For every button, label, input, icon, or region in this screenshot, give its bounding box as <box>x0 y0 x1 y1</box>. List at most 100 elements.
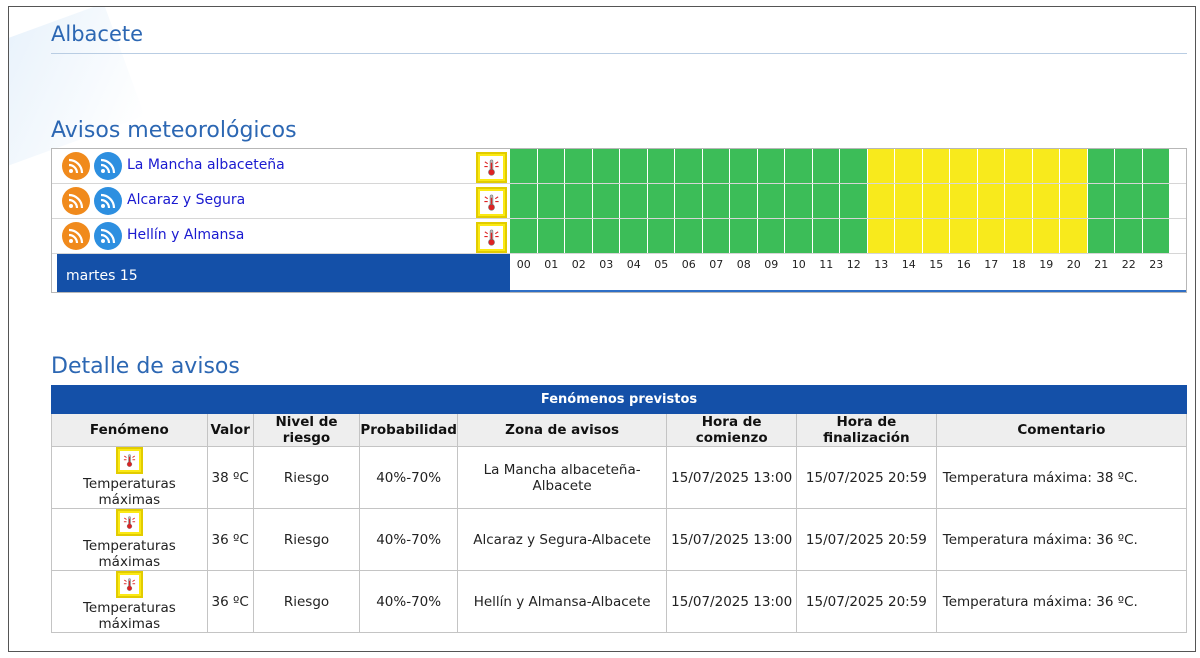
rss-orange-icon[interactable] <box>62 187 90 215</box>
hour-label: 04 <box>626 258 641 271</box>
hour-cell <box>950 149 978 183</box>
hour-cell <box>812 219 840 253</box>
rss-orange-icon[interactable] <box>62 152 90 180</box>
risk-cell: Riesgo <box>252 508 361 571</box>
hour-cell <box>895 219 923 253</box>
hour-cell <box>565 184 593 218</box>
table-caption: Fenómenos previstos <box>51 385 1187 414</box>
hour-cell <box>1060 219 1088 253</box>
start-time-cell: 15/07/2025 13:00 <box>666 508 798 571</box>
hour-label: 17 <box>984 258 999 271</box>
end-time-cell: 15/07/2025 20:59 <box>796 446 937 509</box>
thermometer-icon <box>115 447 143 474</box>
hour-label: 06 <box>681 258 696 271</box>
timeline-row: La Mancha albaceteña <box>52 149 1186 184</box>
hour-cell <box>565 149 593 183</box>
hour-cell <box>1142 219 1170 253</box>
comment-cell: Temperatura máxima: 36 ºC. <box>935 508 1188 571</box>
hour-cell <box>922 219 950 253</box>
column-header: Comentario <box>935 413 1188 447</box>
hour-cell <box>702 149 730 183</box>
timeline-row: Alcaraz y Segura <box>52 184 1186 219</box>
hour-label: 00 <box>516 258 531 271</box>
thermometer-icon <box>115 509 143 536</box>
column-header: Hora de comienzo <box>666 413 798 447</box>
hour-cell <box>702 184 730 218</box>
hour-cell <box>1115 184 1143 218</box>
section-title-avisos: Avisos meteorológicos <box>51 118 297 143</box>
rss-blue-icon[interactable] <box>94 187 122 215</box>
hour-cell <box>702 219 730 253</box>
hour-cell <box>840 149 868 183</box>
hour-cell <box>620 149 648 183</box>
zone-link[interactable]: La Mancha albaceteña <box>127 157 285 173</box>
section-title-detalle: Detalle de avisos <box>51 354 240 379</box>
hour-label: 03 <box>599 258 614 271</box>
hour-cell <box>895 149 923 183</box>
table-row: Temperaturas máximas 36 ºC Riesgo 40%-70% Al… <box>51 508 1188 571</box>
probability-cell: 40%-70% <box>359 446 458 509</box>
hour-cell <box>647 219 675 253</box>
warnings-timeline: La Mancha albaceteña Alcaraz y Segura Hell… <box>51 148 1187 293</box>
hour-label: 21 <box>1094 258 1109 271</box>
hour-cell <box>757 149 785 183</box>
hour-label: 05 <box>654 258 669 271</box>
phenomenon-cell: Temperaturas máximas <box>51 446 208 509</box>
hour-cell <box>510 219 538 253</box>
column-header: Valor <box>206 413 254 447</box>
rss-orange-icon[interactable] <box>62 222 90 250</box>
hour-cell <box>565 219 593 253</box>
hour-cell <box>757 219 785 253</box>
table-row: Temperaturas máximas 38 ºC Riesgo 40%-70% La… <box>51 446 1188 509</box>
hour-cell <box>730 149 758 183</box>
hour-cell <box>1115 219 1143 253</box>
timeline-bottom-rule <box>510 290 1186 292</box>
table-row: Temperaturas máximas 36 ºC Riesgo 40%-70% He… <box>51 570 1188 633</box>
hour-label: 15 <box>929 258 944 271</box>
day-label: martes 15 <box>57 254 510 292</box>
phenomenon-cell: Temperaturas máximas <box>51 508 208 571</box>
thermometer-icon <box>115 571 143 598</box>
hour-cell <box>977 184 1005 218</box>
warnings-detail-table: Fenómenos previstos Fenómeno Valor Nivel d… <box>51 385 1188 633</box>
hour-label: 09 <box>764 258 779 271</box>
timeline-row: Hellín y Almansa <box>52 219 1186 254</box>
hour-cell <box>730 219 758 253</box>
feed-icons <box>62 152 122 180</box>
hour-cell <box>675 149 703 183</box>
hour-label: 19 <box>1039 258 1054 271</box>
hour-cell <box>620 184 648 218</box>
thermometer-icon <box>476 187 507 218</box>
hour-cell <box>812 149 840 183</box>
hour-cell <box>537 184 565 218</box>
hour-cell <box>922 149 950 183</box>
hour-cell <box>840 184 868 218</box>
hour-cell <box>592 184 620 218</box>
comment-cell: Temperatura máxima: 36 ºC. <box>935 570 1188 633</box>
hour-cell <box>1005 149 1033 183</box>
hour-cell <box>592 149 620 183</box>
hour-cells <box>510 219 1170 253</box>
zone-link[interactable]: Alcaraz y Segura <box>127 192 246 208</box>
hour-cell <box>537 149 565 183</box>
hour-cell <box>1115 149 1143 183</box>
rss-blue-icon[interactable] <box>94 222 122 250</box>
hour-label: 10 <box>791 258 806 271</box>
city-title: Albacete <box>51 22 144 46</box>
rss-blue-icon[interactable] <box>94 152 122 180</box>
risk-cell: Riesgo <box>252 446 361 509</box>
hour-cell <box>1005 219 1033 253</box>
table-body: Temperaturas máximas 38 ºC Riesgo 40%-70% La… <box>51 446 1188 633</box>
phenomenon-name: Temperaturas máximas <box>82 600 176 632</box>
hour-cell <box>1087 219 1115 253</box>
end-time-cell: 15/07/2025 20:59 <box>796 570 937 633</box>
hour-cell <box>757 184 785 218</box>
hour-label: 22 <box>1121 258 1136 271</box>
hour-labels: 00 01 02 03 04 05 06 07 08 09 10 11 12 13 14 15 16 17 18 19… <box>510 258 1170 271</box>
zone-link[interactable]: Hellín y Almansa <box>127 227 245 243</box>
hour-cell <box>1087 184 1115 218</box>
page-frame: Albacete Avisos meteorológicos La Mancha… <box>8 6 1196 652</box>
title-divider <box>51 53 1187 54</box>
hour-label: 11 <box>819 258 834 271</box>
hour-cell <box>977 149 1005 183</box>
